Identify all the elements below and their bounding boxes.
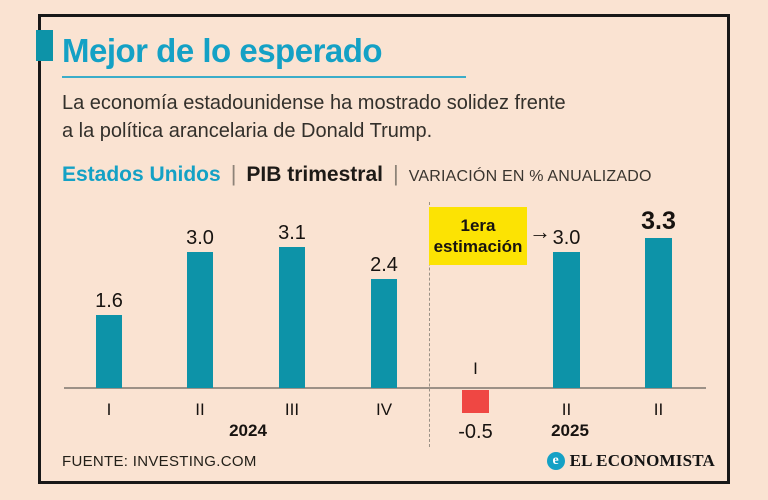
bar-2025-q1 <box>462 390 489 413</box>
kicker-separator: | <box>230 161 237 186</box>
publisher-name: EL ECONOMISTA <box>569 451 715 470</box>
kicker-country: Estados Unidos <box>62 163 221 186</box>
year-label-2024: 2024 <box>229 421 267 440</box>
bar-value-label: 3.0 <box>186 227 214 249</box>
bar-2024-q2 <box>187 252 213 388</box>
bar-value-label: 3.3 <box>641 207 676 235</box>
bar-2025-q2-first-estimate <box>553 252 580 388</box>
publisher-logo: e EL ECONOMISTA <box>546 451 715 471</box>
bar-value-label: 3.0 <box>552 227 581 249</box>
bar-group-2025-q2-first-estimate: 3.0 II <box>552 17 581 481</box>
kicker-separator: | <box>392 161 399 186</box>
page-title: Mejor de lo esperado <box>62 32 383 69</box>
title-underline <box>62 76 466 78</box>
bar-quarter-label: I <box>473 359 478 378</box>
bar-2024-q1 <box>96 315 122 388</box>
kicker-subject: PIB trimestral <box>246 163 383 186</box>
bar-value-label: -0.5 <box>458 421 493 443</box>
source-credit: FUENTE: INVESTING.COM <box>62 453 257 470</box>
bar-group-2024-q3: 3.1 III <box>278 17 306 481</box>
bar-value-label: 3.1 <box>278 222 306 244</box>
bar-quarter-label: II <box>561 400 572 419</box>
subtitle-line-2: a la política arancelaria de Donald Trum… <box>62 120 433 142</box>
bar-group-2025-q2-revised: 3.3 II <box>641 17 676 481</box>
chart-kicker: Estados Unidos | PIB trimestral | VARIAC… <box>62 161 652 187</box>
bar-2024-q4 <box>371 279 397 388</box>
bar-quarter-label: I <box>106 400 112 419</box>
bar-group-2024-q2: 3.0 II <box>186 17 214 481</box>
bar-quarter-label: II <box>195 400 205 419</box>
bar-quarter-label: IV <box>375 400 393 419</box>
estimation-callout-text: 1era estimación <box>433 216 523 256</box>
bar-2024-q3 <box>279 247 305 388</box>
el-economista-e-icon: e <box>546 452 565 470</box>
x-axis-baseline <box>64 387 706 389</box>
subtitle-line-1: La economía estadounidense ha mostrado s… <box>62 92 566 114</box>
bar-2025-q2-revised <box>645 238 672 388</box>
year-label-2025: 2025 <box>551 421 589 440</box>
bar-quarter-label: II <box>653 400 664 419</box>
kicker-unit: VARIACIÓN EN % ANUALIZADO <box>408 168 652 185</box>
bar-chart: 1era estimación → 1.6 I 3.0 II 3.1 III 2… <box>41 17 727 481</box>
callout-arrow-icon: → <box>529 219 551 244</box>
bar-group-2025-q1-negative: -0.5 I <box>458 17 492 481</box>
bar-group-2024-q4: 2.4 IV <box>370 17 398 481</box>
bar-value-label: 2.4 <box>370 254 398 276</box>
bar-group-2024-q1: 1.6 I <box>95 17 123 481</box>
infographic-frame: Mejor de lo esperado La economía estadou… <box>36 14 730 484</box>
bar-value-label: 1.6 <box>95 290 123 312</box>
subtitle: La economía estadounidense ha mostrado s… <box>62 89 566 145</box>
year-divider-dashed-line <box>429 202 430 447</box>
estimation-callout: 1era estimación <box>429 207 527 265</box>
bar-quarter-label: III <box>284 400 300 419</box>
title-bullet-square <box>36 30 53 61</box>
